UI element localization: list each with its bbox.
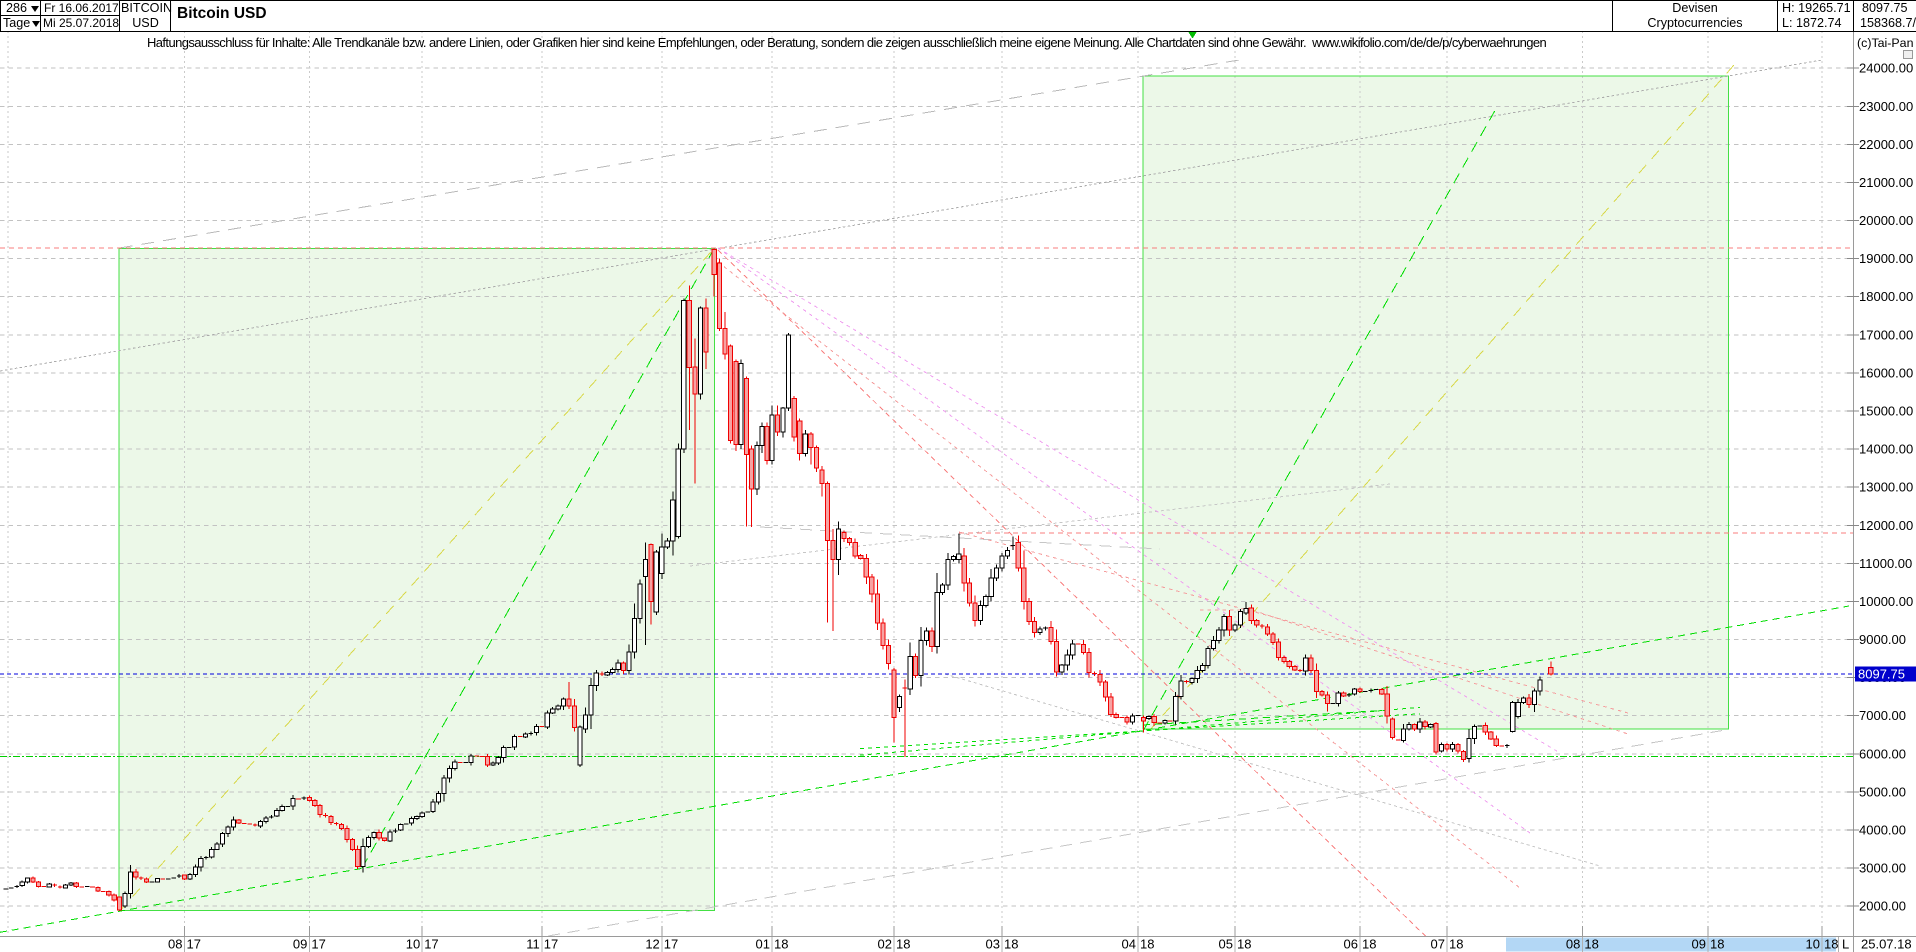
svg-text:18: 18 (1710, 937, 1724, 952)
svg-text:17: 17 (544, 937, 558, 952)
svg-text:07: 07 (1431, 937, 1445, 952)
svg-text:22000.00: 22000.00 (1859, 137, 1913, 152)
svg-text:17: 17 (664, 937, 678, 952)
svg-text:11: 11 (526, 937, 540, 952)
svg-text:08: 08 (1566, 937, 1580, 952)
svg-text:23000.00: 23000.00 (1859, 99, 1913, 114)
svg-text:10: 10 (406, 937, 420, 952)
svg-text:10: 10 (1806, 937, 1820, 952)
svg-text:03: 03 (986, 937, 1000, 952)
svg-text:11000.00: 11000.00 (1859, 556, 1912, 571)
svg-text:25.07.18: 25.07.18 (1861, 937, 1912, 952)
svg-text:18: 18 (1584, 937, 1598, 952)
svg-text:(c)Tai-Pan: (c)Tai-Pan (1857, 36, 1914, 50)
svg-text:04: 04 (1122, 937, 1136, 952)
svg-text:17000.00: 17000.00 (1859, 327, 1913, 342)
svg-text:17: 17 (187, 937, 201, 952)
svg-text:06: 06 (1344, 937, 1358, 952)
svg-text:4000.00: 4000.00 (1859, 823, 1906, 838)
svg-text:5000.00: 5000.00 (1859, 784, 1906, 799)
svg-text:9000.00: 9000.00 (1859, 632, 1906, 647)
svg-text:18000.00: 18000.00 (1859, 289, 1913, 304)
svg-text:18: 18 (1004, 937, 1018, 952)
svg-text:18: 18 (1449, 937, 1463, 952)
svg-text:20000.00: 20000.00 (1859, 213, 1913, 228)
svg-text:18: 18 (774, 937, 788, 952)
svg-text:2000.00: 2000.00 (1859, 899, 1906, 914)
svg-text:10000.00: 10000.00 (1859, 594, 1913, 609)
svg-text:3000.00: 3000.00 (1859, 861, 1906, 876)
svg-text:12000.00: 12000.00 (1859, 518, 1913, 533)
svg-text:02: 02 (878, 937, 892, 952)
svg-text:18: 18 (896, 937, 910, 952)
svg-text:18: 18 (1140, 937, 1154, 952)
svg-text:17: 17 (424, 937, 438, 952)
svg-text:08: 08 (168, 937, 182, 952)
svg-text:24000.00: 24000.00 (1859, 61, 1913, 76)
svg-text:13000.00: 13000.00 (1859, 480, 1913, 495)
svg-text:18: 18 (1824, 937, 1838, 952)
svg-text:21000.00: 21000.00 (1859, 175, 1913, 190)
svg-text:7000.00: 7000.00 (1859, 708, 1906, 723)
svg-text:16000.00: 16000.00 (1859, 365, 1913, 380)
svg-text:01: 01 (756, 937, 770, 952)
svg-text:12: 12 (645, 937, 659, 952)
svg-text:18: 18 (1362, 937, 1376, 952)
svg-text:15000.00: 15000.00 (1859, 404, 1913, 419)
svg-text:09: 09 (1692, 937, 1706, 952)
svg-text:19000.00: 19000.00 (1859, 251, 1913, 266)
svg-text:14000.00: 14000.00 (1859, 442, 1913, 457)
svg-text:09: 09 (293, 937, 307, 952)
svg-text:L: L (1842, 937, 1849, 952)
svg-text:05: 05 (1219, 937, 1233, 952)
svg-text:18: 18 (1237, 937, 1251, 952)
svg-text:17: 17 (311, 937, 325, 952)
svg-text:8097.75: 8097.75 (1858, 667, 1905, 682)
svg-text:6000.00: 6000.00 (1859, 746, 1906, 761)
